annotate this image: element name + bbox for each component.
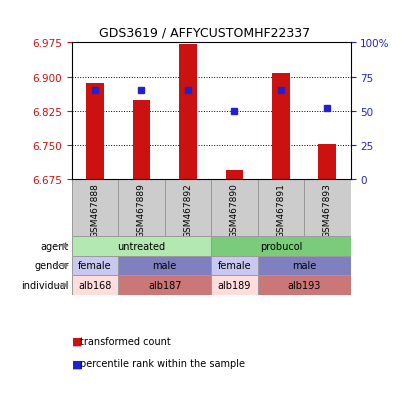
- Bar: [72, 275, 118, 295]
- Bar: [86, 84, 103, 179]
- Text: GSM467893: GSM467893: [322, 183, 331, 238]
- Bar: [271, 74, 289, 179]
- Text: alb168: alb168: [78, 280, 111, 290]
- Bar: [179, 45, 196, 179]
- Text: GSM467891: GSM467891: [276, 183, 285, 238]
- Text: agent: agent: [40, 241, 69, 251]
- Text: GDS3619 / AFFYCUSTOMHF22337: GDS3619 / AFFYCUSTOMHF22337: [99, 27, 310, 40]
- Text: ■: ■: [72, 336, 82, 346]
- Text: male: male: [291, 261, 315, 271]
- Bar: [211, 275, 257, 295]
- Bar: [211, 179, 257, 236]
- Text: alb187: alb187: [148, 280, 181, 290]
- Bar: [257, 275, 350, 295]
- Bar: [72, 236, 211, 256]
- Text: alb189: alb189: [217, 280, 250, 290]
- Bar: [318, 144, 335, 179]
- Text: gender: gender: [34, 261, 69, 271]
- Bar: [132, 101, 150, 179]
- Bar: [72, 179, 118, 236]
- Text: percentile rank within the sample: percentile rank within the sample: [80, 358, 244, 368]
- Bar: [164, 179, 211, 236]
- Text: GSM467889: GSM467889: [137, 183, 146, 238]
- Text: individual: individual: [21, 280, 69, 290]
- Text: male: male: [152, 261, 176, 271]
- Bar: [211, 236, 350, 256]
- Text: transformed count: transformed count: [80, 336, 170, 346]
- Bar: [257, 179, 303, 236]
- Text: GSM467892: GSM467892: [183, 183, 192, 238]
- Bar: [303, 179, 350, 236]
- Bar: [225, 171, 243, 179]
- Bar: [118, 275, 211, 295]
- Text: female: female: [217, 261, 251, 271]
- Text: female: female: [78, 261, 112, 271]
- Bar: [118, 256, 211, 275]
- Text: GSM467890: GSM467890: [229, 183, 238, 238]
- Bar: [72, 256, 118, 275]
- Bar: [257, 256, 350, 275]
- Bar: [211, 256, 257, 275]
- Text: alb193: alb193: [287, 280, 320, 290]
- Text: ■: ■: [72, 358, 82, 368]
- Text: GSM467888: GSM467888: [90, 183, 99, 238]
- Text: probucol: probucol: [259, 241, 301, 251]
- Bar: [118, 179, 164, 236]
- Text: untreated: untreated: [117, 241, 165, 251]
